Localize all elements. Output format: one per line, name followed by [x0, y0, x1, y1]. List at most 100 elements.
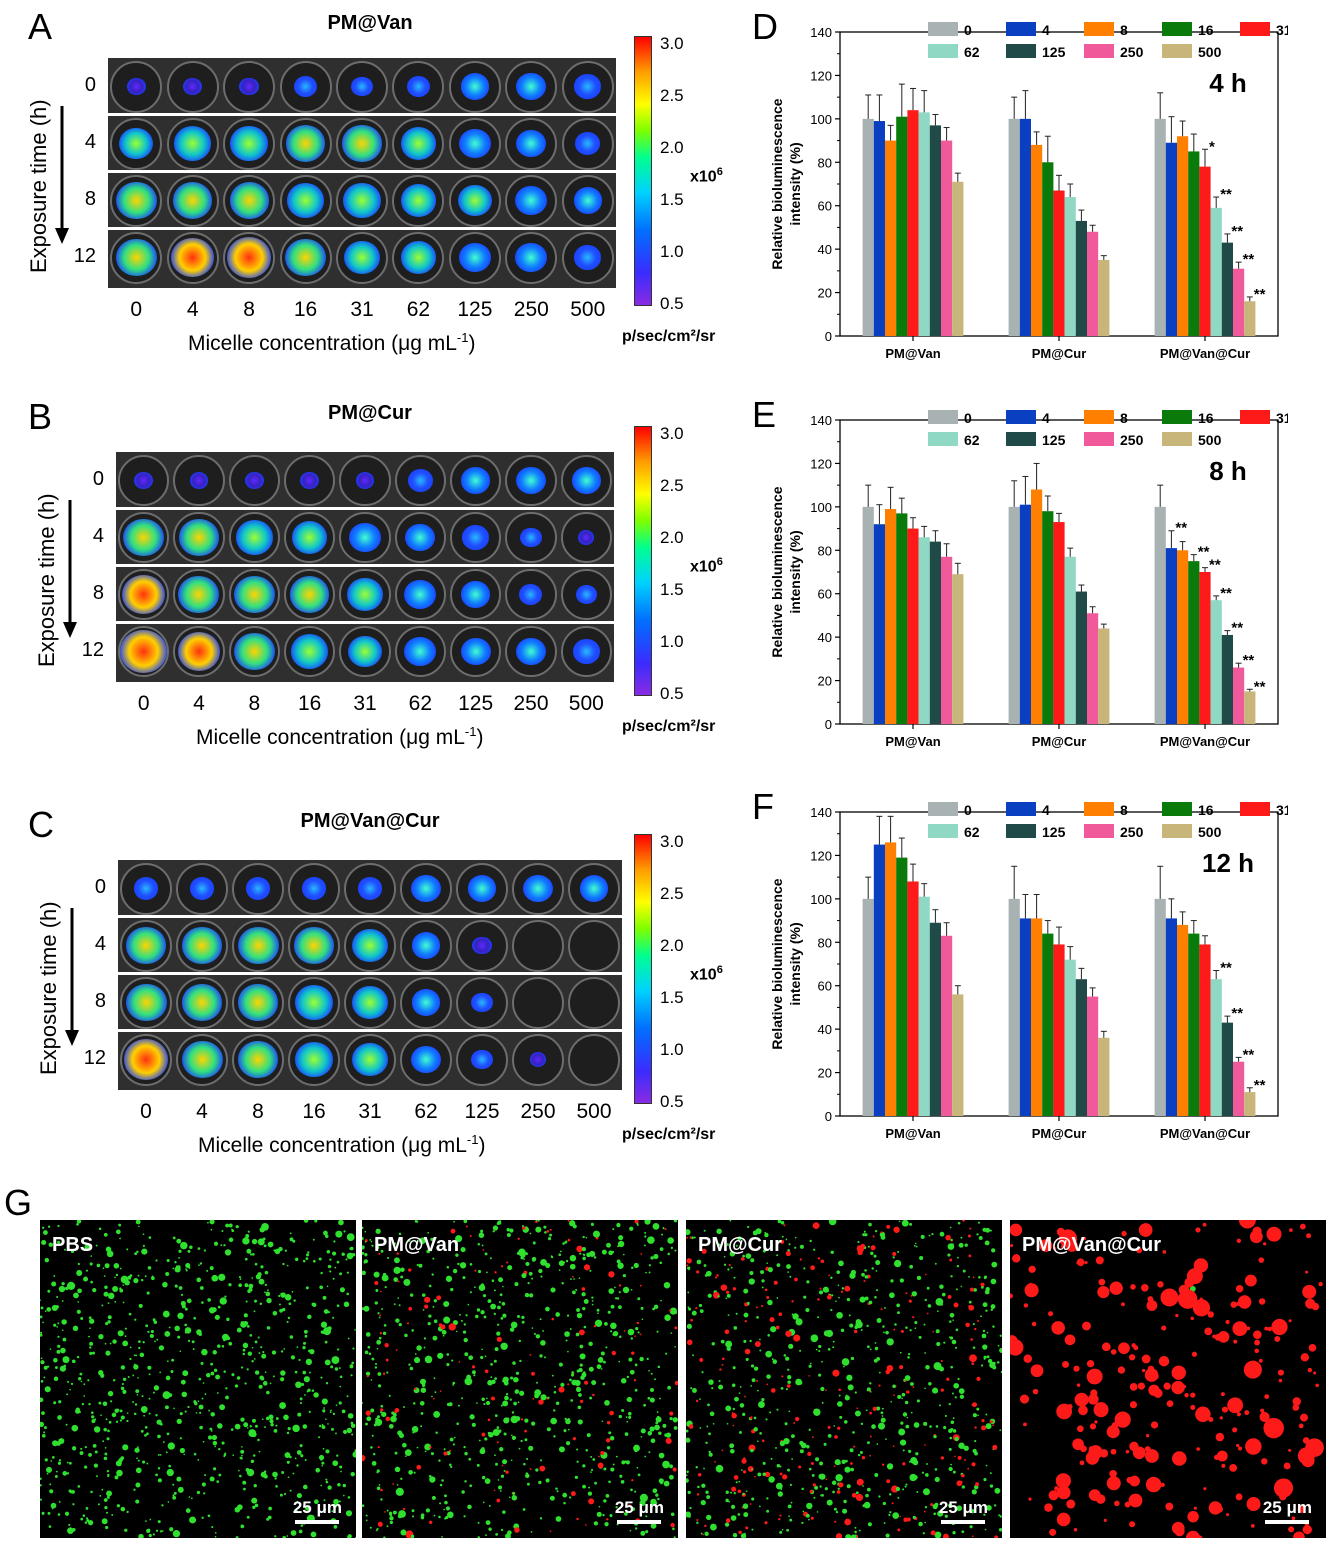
- panel-title: PM@Cur: [328, 402, 412, 424]
- well: [512, 976, 564, 1029]
- well: [505, 60, 558, 113]
- well-plate-image: [116, 452, 614, 682]
- well: [505, 454, 557, 507]
- y-tick-label: 100: [810, 500, 832, 515]
- well: [392, 174, 445, 227]
- well: [448, 117, 501, 170]
- legend-swatch: [928, 802, 958, 816]
- significance-marker: **: [1243, 251, 1255, 268]
- legend-label: 31: [1276, 22, 1288, 38]
- legend-label: 62: [964, 432, 980, 448]
- concentration-label: 500: [568, 692, 604, 715]
- signal-spot: [471, 1049, 493, 1070]
- well: [166, 117, 219, 170]
- signal-spot: [407, 469, 433, 492]
- x-axis-label-sup: -1: [464, 724, 477, 739]
- colorbar-tick: 0.5: [660, 1092, 684, 1111]
- legend-label: 62: [964, 44, 980, 60]
- well: [288, 976, 340, 1029]
- legend-label: 16: [1198, 802, 1214, 818]
- scale-bar-label: 25 μm: [1262, 1498, 1312, 1517]
- row-label: 8: [94, 990, 106, 1012]
- y-tick-label: 20: [818, 286, 832, 301]
- bar: [1087, 231, 1099, 336]
- signal-spot: [238, 984, 278, 1021]
- well: [568, 919, 620, 972]
- well: [339, 625, 391, 678]
- bar: [941, 556, 953, 724]
- legend-swatch: [1162, 22, 1192, 36]
- well: [561, 231, 614, 284]
- bar: [1154, 118, 1166, 336]
- fluorescence-image: PBS 25 μm: [40, 1220, 356, 1538]
- bar: [885, 509, 897, 724]
- well: [560, 511, 612, 564]
- scale-bar-label: 25 μm: [614, 1498, 664, 1517]
- bar: [1008, 506, 1020, 724]
- signal-spot: [404, 636, 437, 667]
- scale-bar-line: [295, 1520, 340, 1524]
- concentration-label: 31: [353, 692, 377, 715]
- well: [339, 511, 391, 564]
- panel-letter-g: G: [4, 1182, 33, 1223]
- well: [505, 231, 558, 284]
- significance-marker: **: [1175, 520, 1187, 537]
- signal-spot: [233, 632, 275, 671]
- group-label: PM@Van@Cur: [1160, 1126, 1250, 1141]
- bar: [1177, 550, 1189, 724]
- bar: [1221, 1022, 1233, 1116]
- scale-bar-line: [617, 1520, 662, 1524]
- bar: [896, 513, 908, 724]
- colorbar-tick: 1.5: [660, 580, 684, 599]
- well: [394, 568, 446, 621]
- signal-spot: [181, 1040, 223, 1079]
- x-axis-label-close: ): [478, 1134, 486, 1157]
- row-separator: [108, 170, 616, 173]
- significance-marker: **: [1231, 223, 1243, 240]
- significance-marker: **: [1220, 585, 1232, 602]
- legend-swatch: [1162, 432, 1192, 446]
- legend-label: 16: [1198, 410, 1214, 426]
- legend-swatch: [1240, 22, 1270, 36]
- x-axis-label: Micelle concentration (μg mL-1): [198, 1132, 485, 1158]
- signal-spot: [530, 1052, 546, 1067]
- signal-spot: [190, 472, 208, 489]
- concentration-label: 0: [137, 692, 150, 715]
- down-arrow-icon: [62, 500, 78, 645]
- legend-label: 4: [1042, 22, 1050, 38]
- well: [176, 862, 228, 915]
- well: [512, 862, 564, 915]
- panel-title: PM@Van@Cur: [300, 810, 440, 832]
- legend-swatch: [1084, 410, 1114, 424]
- y-tick-label: 100: [810, 892, 832, 907]
- scale-bar: 25 μm: [293, 1498, 342, 1524]
- well: [505, 511, 557, 564]
- signal-spot: [123, 1038, 169, 1080]
- exponent-base: x10: [690, 966, 717, 984]
- signal-spot: [126, 927, 166, 964]
- well: [120, 862, 172, 915]
- legend-label: 250: [1120, 432, 1144, 448]
- bar: [1199, 944, 1211, 1116]
- bar: [1177, 136, 1189, 336]
- colorbar-tick: 2.0: [660, 936, 684, 955]
- colorbar-tick: 2.5: [660, 86, 684, 105]
- image-label: PM@Van: [374, 1234, 460, 1256]
- concentration-label: 8: [243, 298, 255, 321]
- bar: [862, 506, 874, 724]
- concentration-label: 500: [576, 1100, 612, 1123]
- colorbar-tick: 0.5: [660, 294, 684, 313]
- legend-swatch: [1240, 802, 1270, 816]
- bar: [862, 898, 874, 1116]
- y-tick-label: 80: [818, 155, 832, 170]
- well: [288, 862, 340, 915]
- x-axis-label-text: Micelle concentration (μg mL: [188, 332, 457, 355]
- signal-spot: [522, 874, 554, 903]
- signal-spot: [294, 927, 334, 964]
- well: [394, 454, 446, 507]
- y-tick-label: 60: [818, 199, 832, 214]
- cell-dots: [686, 1220, 1002, 1538]
- signal-spot: [344, 241, 380, 274]
- bar: [1053, 190, 1065, 336]
